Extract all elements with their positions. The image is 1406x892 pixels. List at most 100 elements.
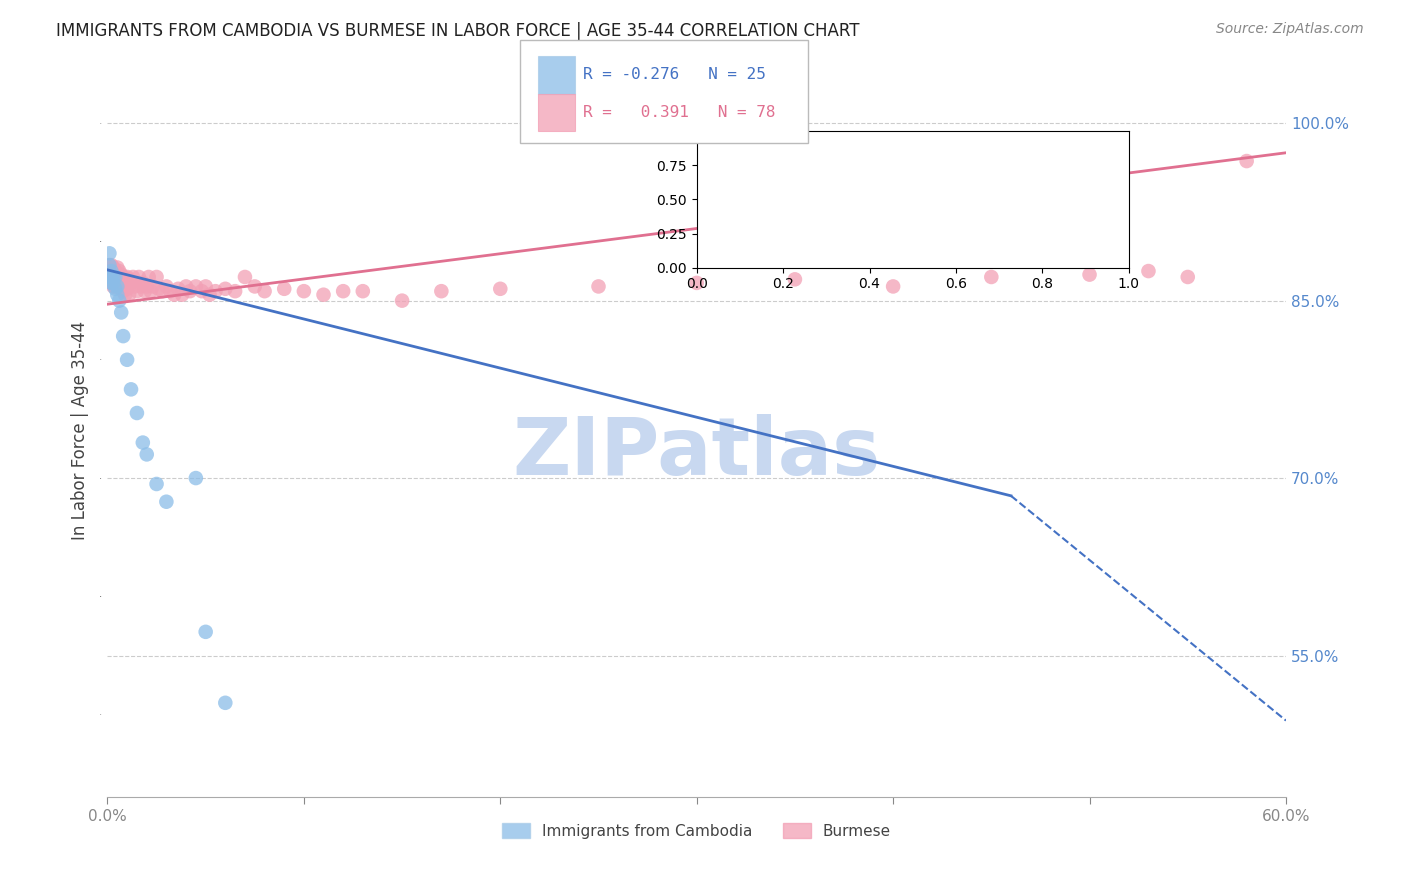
Text: ZIPatlas: ZIPatlas [513,414,880,491]
Point [882,279,904,293]
Point [104,279,127,293]
Point [100,276,122,290]
Point [100,258,122,272]
Point [98,258,121,272]
Point [112,284,135,298]
Point [489,282,512,296]
Point [103,272,125,286]
Point [105,276,128,290]
Point [110,305,132,319]
Point [132,435,155,450]
Point [115,270,138,285]
Point [190,284,212,298]
Point [312,287,335,301]
Point [114,287,136,301]
Point [1236,154,1258,169]
Point [214,282,236,296]
Point [1078,268,1101,282]
Point [103,279,125,293]
Point [104,264,127,278]
Point [122,270,145,285]
Point [124,279,146,293]
Point [167,282,190,296]
Point [1137,264,1160,278]
Point [125,406,148,420]
Point [112,329,135,343]
Point [145,477,167,491]
Point [103,270,125,285]
Point [292,284,315,298]
Point [105,260,128,275]
Point [332,284,354,298]
Point [588,279,610,293]
Point [135,279,157,293]
Point [391,293,413,308]
Point [108,264,131,278]
Point [100,270,122,285]
Point [120,276,142,290]
Point [152,284,174,298]
Point [224,284,246,298]
Point [129,279,152,293]
Point [104,270,127,285]
Text: Source: ZipAtlas.com: Source: ZipAtlas.com [1216,22,1364,37]
Point [125,284,148,298]
Point [980,270,1002,285]
Point [1177,270,1199,285]
Point [118,287,141,301]
Point [155,494,177,508]
Point [686,276,709,290]
Point [108,293,131,308]
Text: IMMIGRANTS FROM CAMBODIA VS BURMESE IN LABOR FORCE | AGE 35-44 CORRELATION CHART: IMMIGRANTS FROM CAMBODIA VS BURMESE IN L… [56,22,859,40]
Point [352,284,374,298]
Point [138,270,160,285]
Point [104,270,127,285]
Point [98,270,121,285]
Point [118,272,141,286]
Point [132,276,155,290]
Point [163,287,186,301]
Point [148,282,170,296]
Point [115,352,138,367]
Point [108,279,131,293]
Point [105,287,128,301]
Point [128,270,150,285]
Point [112,270,135,285]
Point [103,276,125,290]
Point [103,260,125,275]
Point [135,447,157,461]
Point [105,279,128,293]
Point [110,268,132,282]
Point [273,282,295,296]
Point [184,279,207,293]
Point [214,696,236,710]
Point [134,284,156,298]
Y-axis label: In Labor Force | Age 35-44: In Labor Force | Age 35-44 [72,321,89,541]
Point [243,279,266,293]
Point [139,284,162,298]
Point [174,279,197,293]
Point [100,264,122,278]
Point [184,471,207,485]
Point [120,382,142,396]
Point [159,284,181,298]
Point [155,279,177,293]
Point [783,272,806,286]
Point [98,270,121,285]
Text: R =   0.391   N = 78: R = 0.391 N = 78 [583,105,776,120]
Point [194,279,217,293]
Point [179,284,201,298]
Point [142,279,165,293]
Point [110,282,132,296]
Point [204,284,226,298]
Point [253,284,276,298]
Point [198,287,221,301]
Point [172,287,194,301]
Point [145,270,167,285]
Point [103,268,125,282]
Point [233,270,256,285]
Point [98,246,121,260]
Point [100,264,122,278]
Point [105,268,128,282]
Point [98,264,121,278]
